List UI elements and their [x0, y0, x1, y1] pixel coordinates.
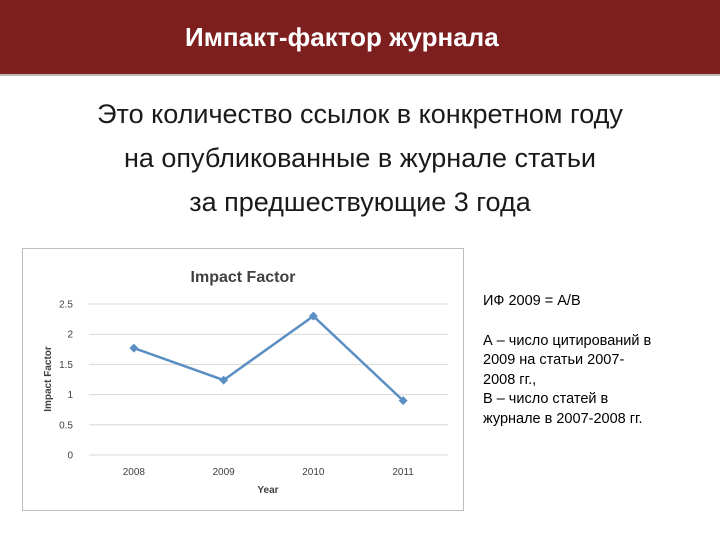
description-line: журнале в 2007-2008 гг. — [483, 410, 643, 427]
x-axis-label: Year — [257, 485, 278, 496]
chart-title: Impact Factor — [191, 269, 296, 286]
chart-frame: 0 0.5 1 1.5 2 2.5 2008 2009 2010 2011 Impact Fac… — [22, 248, 464, 511]
series-points — [129, 311, 408, 406]
impact-factor-chart: 0 0.5 1 1.5 2 2.5 2008 2009 2010 2011 Impact Fac… — [43, 269, 448, 496]
y-tick-label: 0 — [67, 451, 73, 462]
description-line: 2009 на статьи 2007- — [483, 352, 625, 368]
x-tick-label: 2011 — [392, 467, 414, 478]
y-tick-label: 2 — [67, 330, 73, 341]
description-line: А – число цитирований в — [483, 332, 652, 349]
formula-text: ИФ 2009 = А/В — [483, 293, 581, 309]
x-tick-label: 2009 — [213, 467, 236, 478]
formula-description: А – число цитирований в 2009 на статьи 2… — [483, 332, 708, 430]
data-point — [398, 396, 408, 406]
series-line — [133, 314, 404, 402]
intro-line: Это количество ссылок в конкретном году — [97, 99, 623, 129]
data-point — [219, 375, 229, 385]
slide-title: Импакт-фактор журнала — [185, 22, 499, 52]
y-axis-label: Impact Factor — [43, 346, 54, 412]
header-divider — [0, 74, 720, 76]
x-tick-label: 2010 — [302, 467, 325, 478]
intro-line: за предшествующие 3 года — [189, 187, 531, 217]
intro-text: Это количество ссылок в конкретном году … — [0, 92, 720, 224]
formula-panel: ИФ 2009 = А/В А – число цитирований в 20… — [483, 292, 708, 429]
y-tick-label: 0.5 — [59, 420, 73, 431]
intro-line: на опубликованные в журнале статьи — [123, 143, 596, 173]
x-tick-labels: 2008 2009 2010 2011 — [123, 467, 415, 478]
y-tick-labels: 0 0.5 1 1.5 2 2.5 — [59, 300, 73, 462]
y-tick-label: 1 — [67, 390, 73, 401]
header-bar: Импакт-фактор журнала — [0, 0, 720, 74]
description-line: В – число статей в — [483, 391, 609, 407]
data-point — [129, 343, 139, 353]
y-tick-label: 1.5 — [59, 360, 73, 371]
y-tick-label: 2.5 — [59, 300, 73, 311]
data-point — [308, 311, 318, 321]
description-line: 2008 гг., — [483, 371, 537, 388]
chart-grid — [89, 303, 448, 456]
x-tick-label: 2008 — [123, 467, 146, 478]
